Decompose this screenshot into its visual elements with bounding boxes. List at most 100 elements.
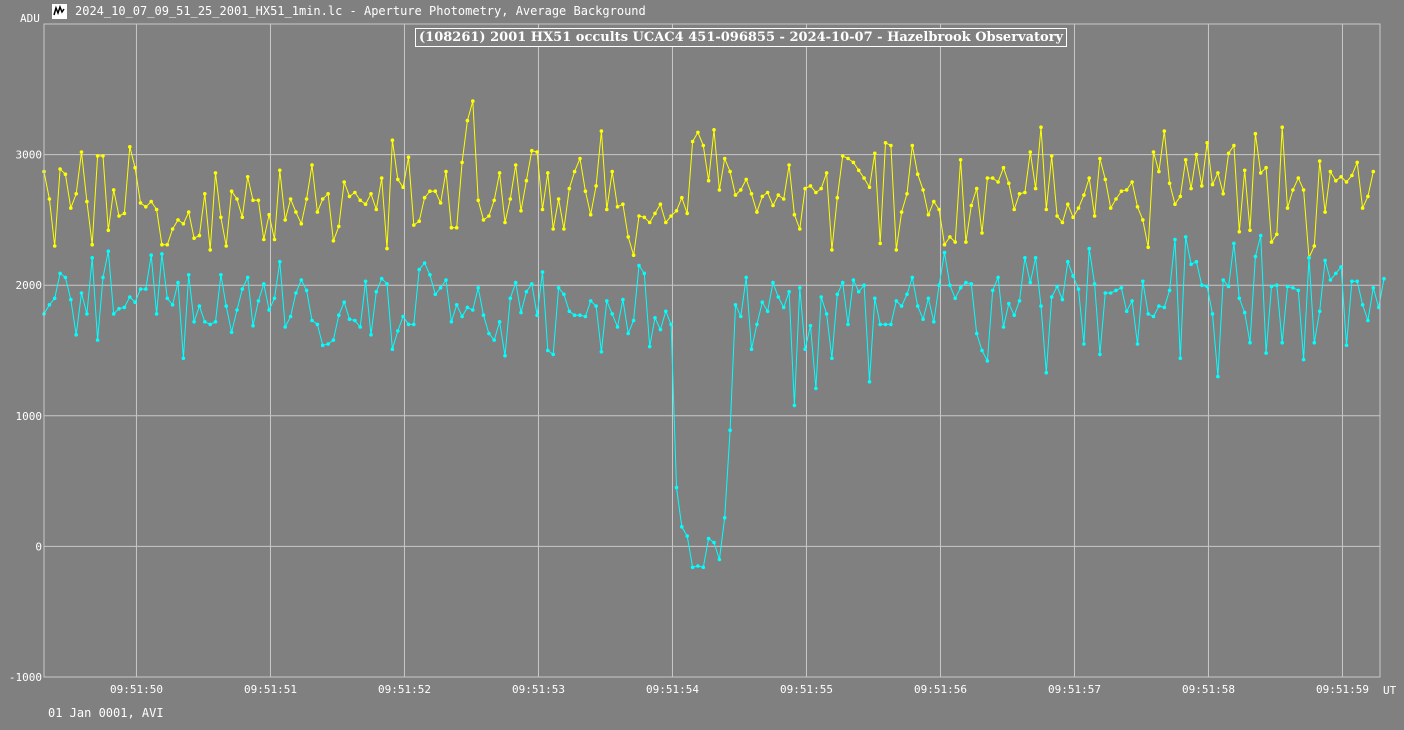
- data-point: [615, 325, 620, 329]
- tick-labels: -1000 0 1000 2000 3000 09:51:50 09:51:51 09:51:…: [9, 149, 1369, 696]
- data-point: [722, 156, 727, 161]
- data-point: [867, 185, 872, 190]
- y-axis-label: ADU: [20, 12, 40, 25]
- data-point: [1275, 283, 1279, 288]
- data-point: [685, 534, 689, 538]
- data-point: [899, 210, 904, 214]
- data-point: [889, 322, 893, 327]
- data-point: [942, 250, 947, 255]
- data-point: [1033, 186, 1038, 191]
- data-point: [1076, 206, 1081, 210]
- data-point: [1237, 296, 1242, 301]
- data-point: [583, 314, 588, 319]
- data-point: [626, 235, 630, 239]
- data-point: [1007, 301, 1011, 306]
- data-point: [385, 282, 389, 286]
- data-point: [513, 280, 518, 285]
- data-point: [1242, 310, 1247, 315]
- data-point: [283, 218, 288, 222]
- data-point: [717, 188, 722, 192]
- data-point: [883, 322, 888, 327]
- data-point: [154, 312, 159, 316]
- data-point: [278, 168, 282, 173]
- data-point: [1301, 188, 1306, 192]
- data-point: [492, 198, 497, 203]
- data-point: [95, 154, 100, 158]
- data-point: [717, 557, 722, 562]
- data-point: [278, 259, 282, 264]
- data-point: [519, 310, 523, 315]
- data-point: [1210, 182, 1215, 187]
- data-point: [1124, 309, 1129, 314]
- data-point: [90, 255, 94, 260]
- data-point: [615, 205, 620, 209]
- data-point: [674, 485, 679, 490]
- data-point: [1366, 318, 1370, 323]
- data-point: [1291, 286, 1295, 290]
- data-point: [165, 242, 170, 247]
- data-point: [85, 312, 89, 316]
- data-point: [894, 248, 899, 252]
- data-point: [567, 186, 572, 191]
- data-point: [1323, 210, 1327, 214]
- data-point: [1275, 232, 1279, 237]
- data-point: [208, 248, 212, 252]
- data-point: [819, 295, 823, 299]
- data-point: [792, 212, 797, 217]
- data-point: [1323, 258, 1327, 263]
- y-tick-label: 2000: [16, 279, 43, 292]
- data-point: [626, 331, 630, 336]
- data-point: [1296, 176, 1301, 180]
- data-point: [460, 160, 464, 165]
- data-point: [1055, 214, 1059, 218]
- data-point: [787, 289, 791, 294]
- data-point: [964, 240, 968, 244]
- data-point: [1049, 154, 1054, 158]
- data-point: [262, 282, 266, 286]
- data-point: [985, 359, 990, 363]
- data-point: [781, 197, 786, 201]
- y-tick-label: -1000: [9, 671, 42, 684]
- data-point: [497, 171, 502, 175]
- data-point: [1194, 152, 1199, 157]
- data-point: [599, 350, 604, 354]
- data-point: [310, 163, 314, 167]
- series-1: [42, 233, 1386, 570]
- data-point: [396, 329, 400, 333]
- data-point: [1071, 274, 1075, 278]
- x-tick-label: 09:51:54: [646, 683, 699, 696]
- data-point: [503, 353, 507, 358]
- data-point: [1328, 278, 1333, 282]
- data-point: [1178, 356, 1183, 361]
- data-point: [889, 143, 893, 148]
- data-point: [412, 322, 416, 327]
- data-point: [465, 118, 470, 123]
- data-point: [969, 282, 974, 286]
- data-point: [572, 169, 577, 174]
- data-point: [658, 327, 663, 332]
- data-point: [417, 267, 422, 272]
- data-point: [771, 280, 775, 285]
- data-point: [1360, 206, 1365, 210]
- data-point: [1312, 244, 1317, 248]
- data-point: [513, 163, 518, 167]
- data-point: [664, 220, 668, 225]
- data-point: [610, 312, 614, 316]
- data-point: [1226, 284, 1231, 289]
- data-point: [1044, 207, 1049, 212]
- data-point: [79, 291, 84, 295]
- data-point: [1162, 129, 1167, 133]
- data-point: [1328, 169, 1333, 174]
- data-point: [1216, 374, 1220, 379]
- x-tick-label: 09:51:55: [780, 683, 833, 696]
- data-point: [798, 286, 802, 290]
- data-point: [824, 312, 829, 316]
- data-point: [1060, 297, 1065, 302]
- data-point: [814, 190, 818, 195]
- data-point: [358, 325, 363, 329]
- data-point: [508, 296, 513, 301]
- data-point: [144, 205, 148, 209]
- data-point: [1028, 150, 1033, 154]
- data-point: [1301, 357, 1306, 362]
- data-point: [1317, 309, 1322, 314]
